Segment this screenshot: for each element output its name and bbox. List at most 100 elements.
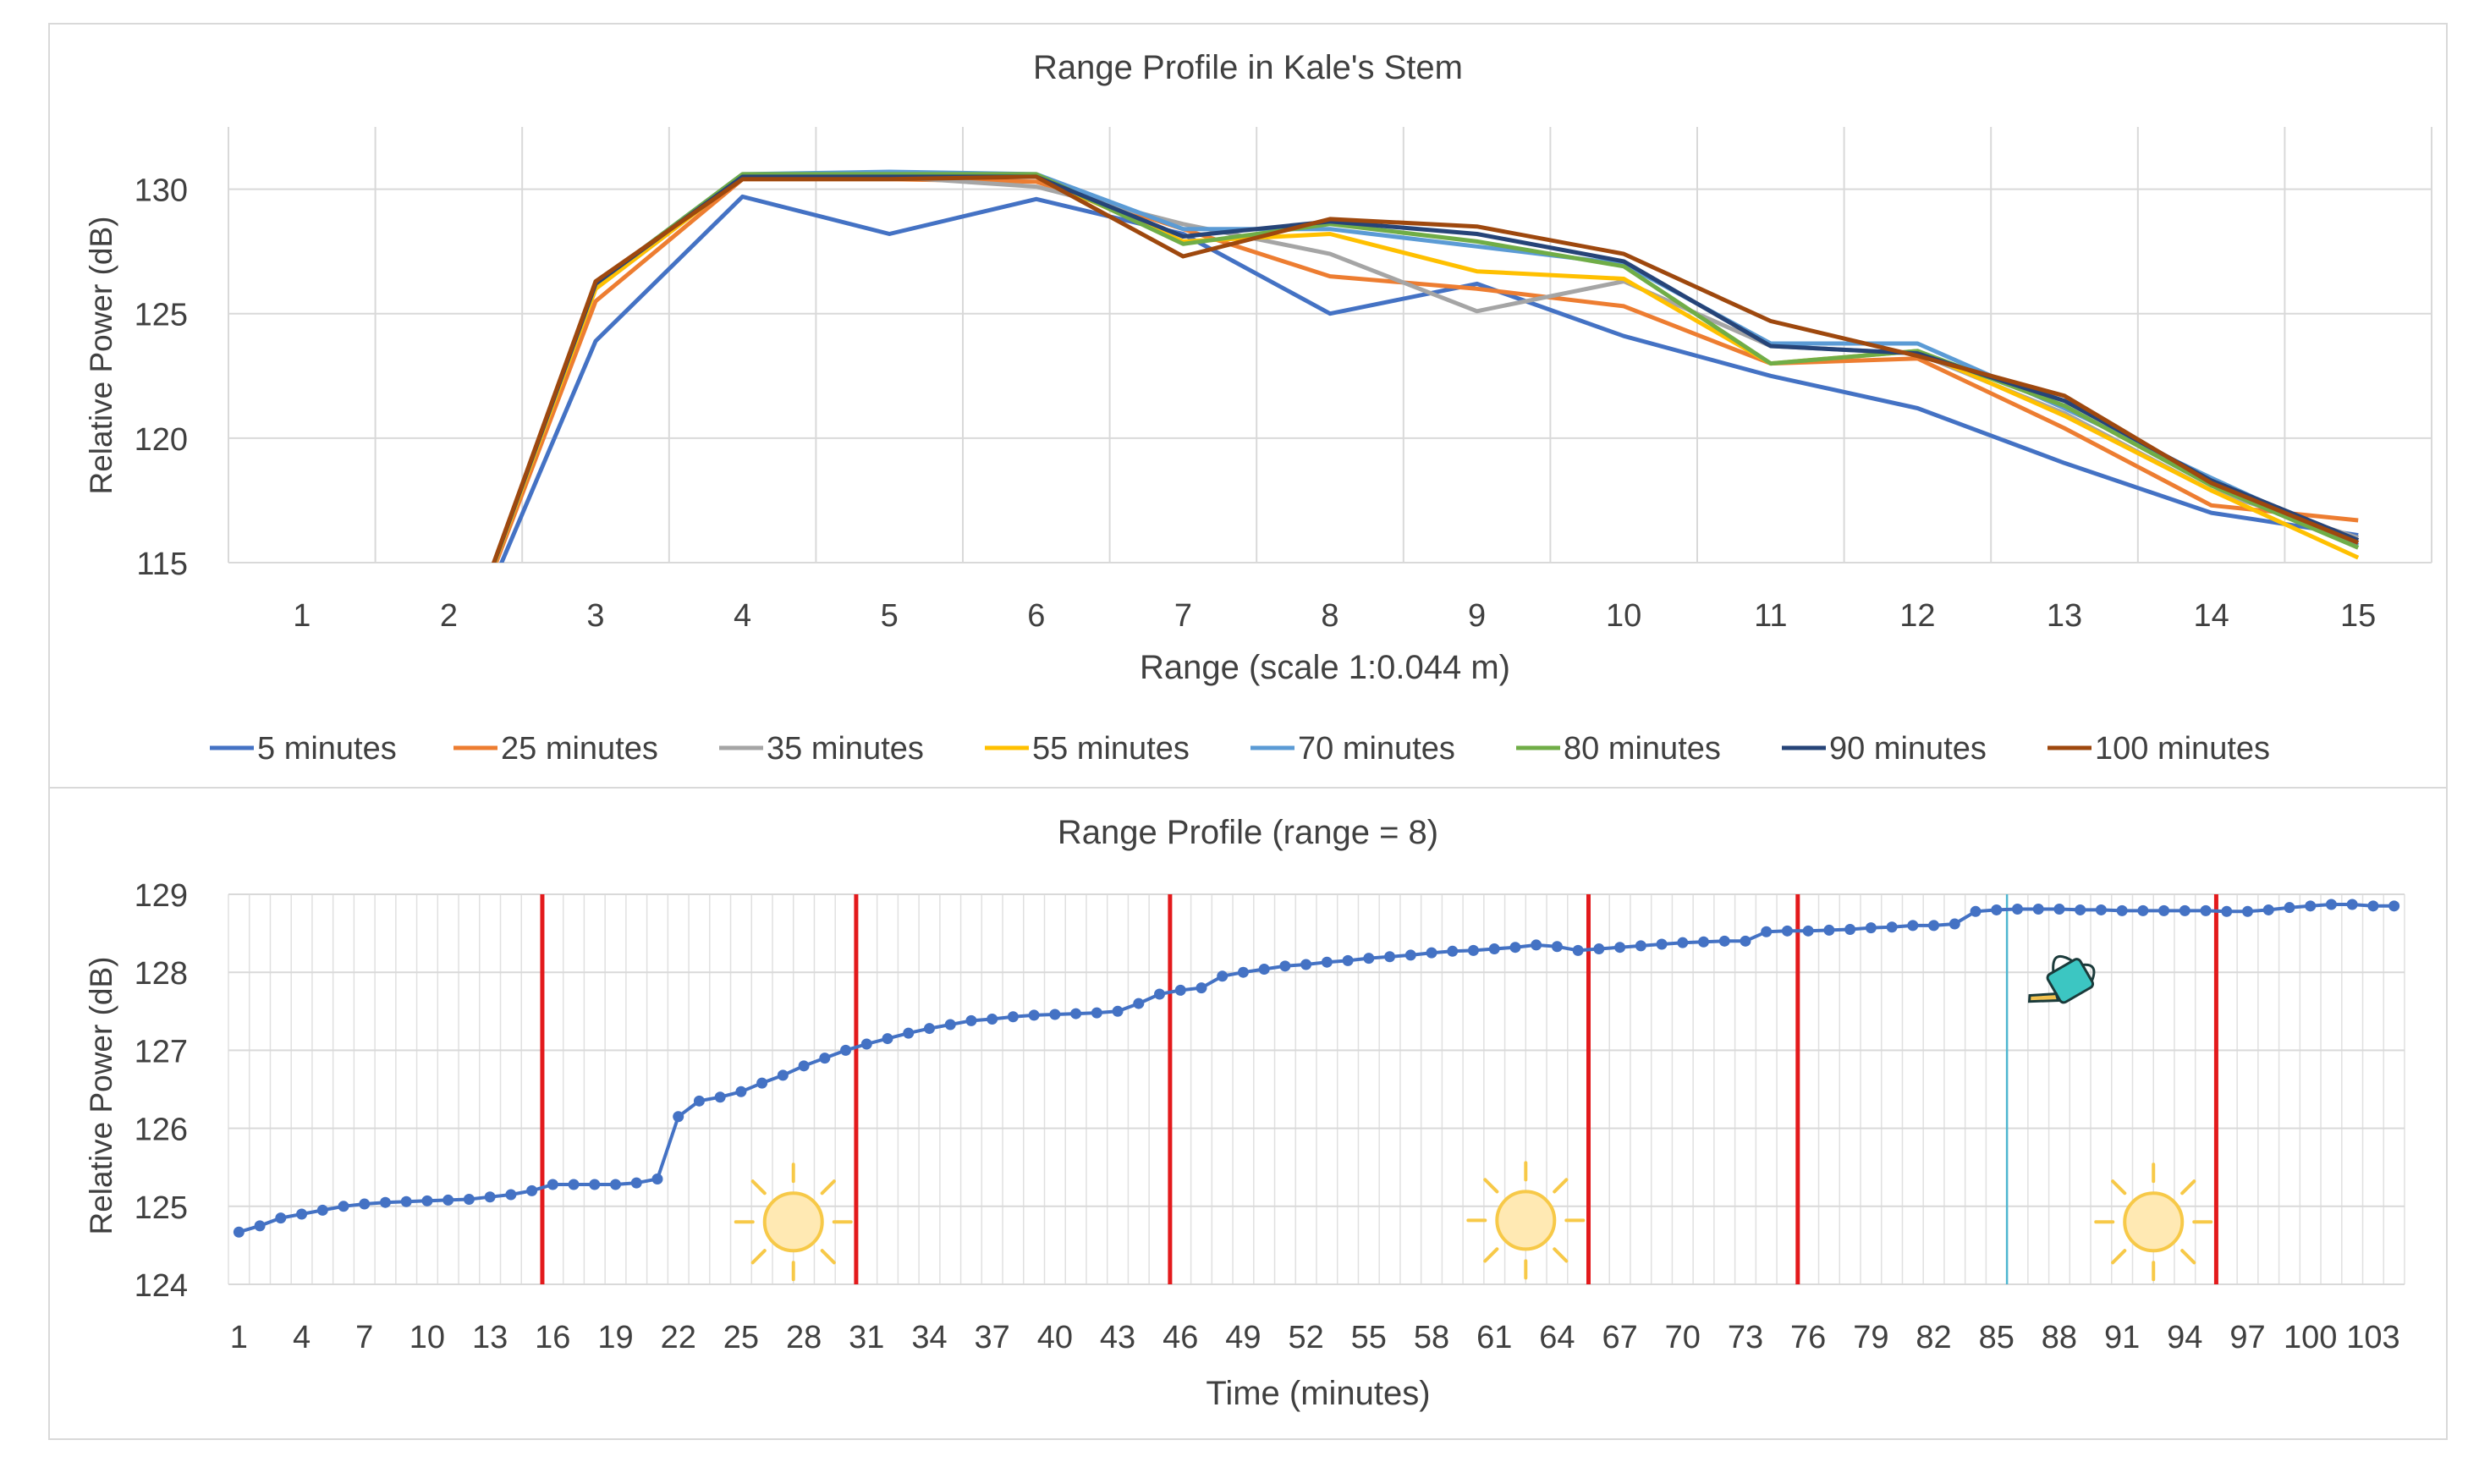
watering-can-icon [2027,954,2096,1004]
data-point [1112,1005,1124,1017]
bottom-x-tick-labels: 1 4 7 10 13 16 19 22 25 28 31 34 37 40 43 46 49 52 55 58 61 6… [230,1320,2400,1355]
data-point [1363,953,1375,965]
x-tick-label: 94 [2167,1320,2202,1355]
data-point [1384,951,1396,963]
data-point [254,1220,266,1232]
data-point [1781,925,1793,937]
x-tick-label: 1 [293,598,311,634]
data-point [568,1179,580,1190]
series-line [499,194,2359,563]
x-tick-label: 88 [2042,1320,2077,1355]
data-point [526,1184,538,1196]
bottom-y-tick-labels: 124 125 126 127 128 129 [135,878,188,1304]
series-line [492,174,2360,563]
data-point [1593,943,1605,955]
data-point [798,1060,810,1072]
data-point [2116,904,2128,916]
y-tick-label: 128 [135,956,188,992]
data-point [2075,904,2086,915]
x-tick-label: 28 [786,1320,822,1355]
data-point [819,1053,831,1064]
data-point [903,1027,915,1039]
x-tick-label: 85 [1979,1320,2015,1355]
data-point [735,1086,747,1097]
sun-icon [1466,1161,1586,1280]
data-point [1886,921,1898,933]
data-point [1844,923,1856,935]
data-point [860,1038,872,1050]
x-tick-label: 13 [2047,598,2082,634]
data-point [714,1091,726,1103]
data-point [2388,900,2400,912]
x-tick-label: 70 [1665,1320,1701,1355]
data-point [338,1201,349,1212]
data-point [882,1033,893,1045]
data-point [693,1095,705,1107]
data-point [1426,947,1437,959]
data-point [2158,904,2170,916]
data-point [400,1195,412,1207]
legend-label: 80 minutes [1564,731,1721,767]
y-tick-label: 130 [135,173,188,209]
data-point [777,1069,789,1081]
data-point [275,1212,287,1224]
legend-label: 100 minutes [2095,731,2270,767]
data-point [965,1014,977,1026]
data-point [2325,899,2337,910]
x-tick-label: 10 [1606,598,1641,634]
data-point [610,1179,622,1190]
data-point [379,1196,391,1208]
data-point [463,1194,475,1206]
data-point [944,1019,956,1031]
x-tick-label: 14 [2193,598,2229,634]
data-point [1551,941,1563,953]
x-tick-label: 64 [1539,1320,1575,1355]
data-point [1154,988,1166,1000]
top-series-lines [491,169,2360,563]
data-point [2137,904,2149,916]
data-point [2200,904,2212,916]
data-point [505,1189,517,1201]
data-point [2053,904,2065,915]
x-tick-label: 58 [1414,1320,1449,1355]
data-point [2262,904,2274,915]
x-tick-label: 3 [586,598,604,634]
x-tick-label: 97 [2229,1320,2265,1355]
data-point [1467,944,1479,956]
data-point [1865,922,1877,934]
data-point [589,1179,601,1190]
x-tick-label: 12 [1899,598,1935,634]
data-point [1907,920,1919,932]
data-point [1196,982,1207,994]
data-point [1007,1011,1019,1023]
data-point [1823,924,1835,936]
y-tick-label: 125 [135,298,188,333]
annotation-icons [734,954,2213,1282]
legend: 5 minutes 25 minutes 35 minutes 55 minutes 7… [210,731,2270,767]
data-point [1217,970,1229,982]
data-point [1740,935,1751,947]
top-x-tick-labels: 1 2 3 4 5 6 7 8 9 10 11 12 13 14 15 [293,598,2376,634]
legend-label: 70 minutes [1298,731,1455,767]
data-point [1635,940,1646,952]
x-tick-label: 34 [911,1320,947,1355]
sun-icon [734,1162,853,1282]
data-point [2284,902,2295,914]
x-tick-label: 1 [230,1320,248,1355]
data-point [2095,904,2107,915]
data-point [2242,905,2254,917]
series-line [491,174,2360,563]
y-tick-label: 120 [135,422,188,458]
data-point [1300,959,1312,970]
data-point [296,1208,308,1220]
x-tick-label: 91 [2104,1320,2140,1355]
data-point [1656,938,1668,950]
data-point [1509,942,1521,954]
x-tick-label: 13 [472,1320,508,1355]
x-tick-label: 4 [293,1320,311,1355]
data-point [1572,944,1584,956]
data-point [547,1179,558,1190]
data-point [1133,998,1145,1009]
range-8-timeseries-chart: Range Profile (range = 8) 12412512612712… [84,814,2405,1412]
